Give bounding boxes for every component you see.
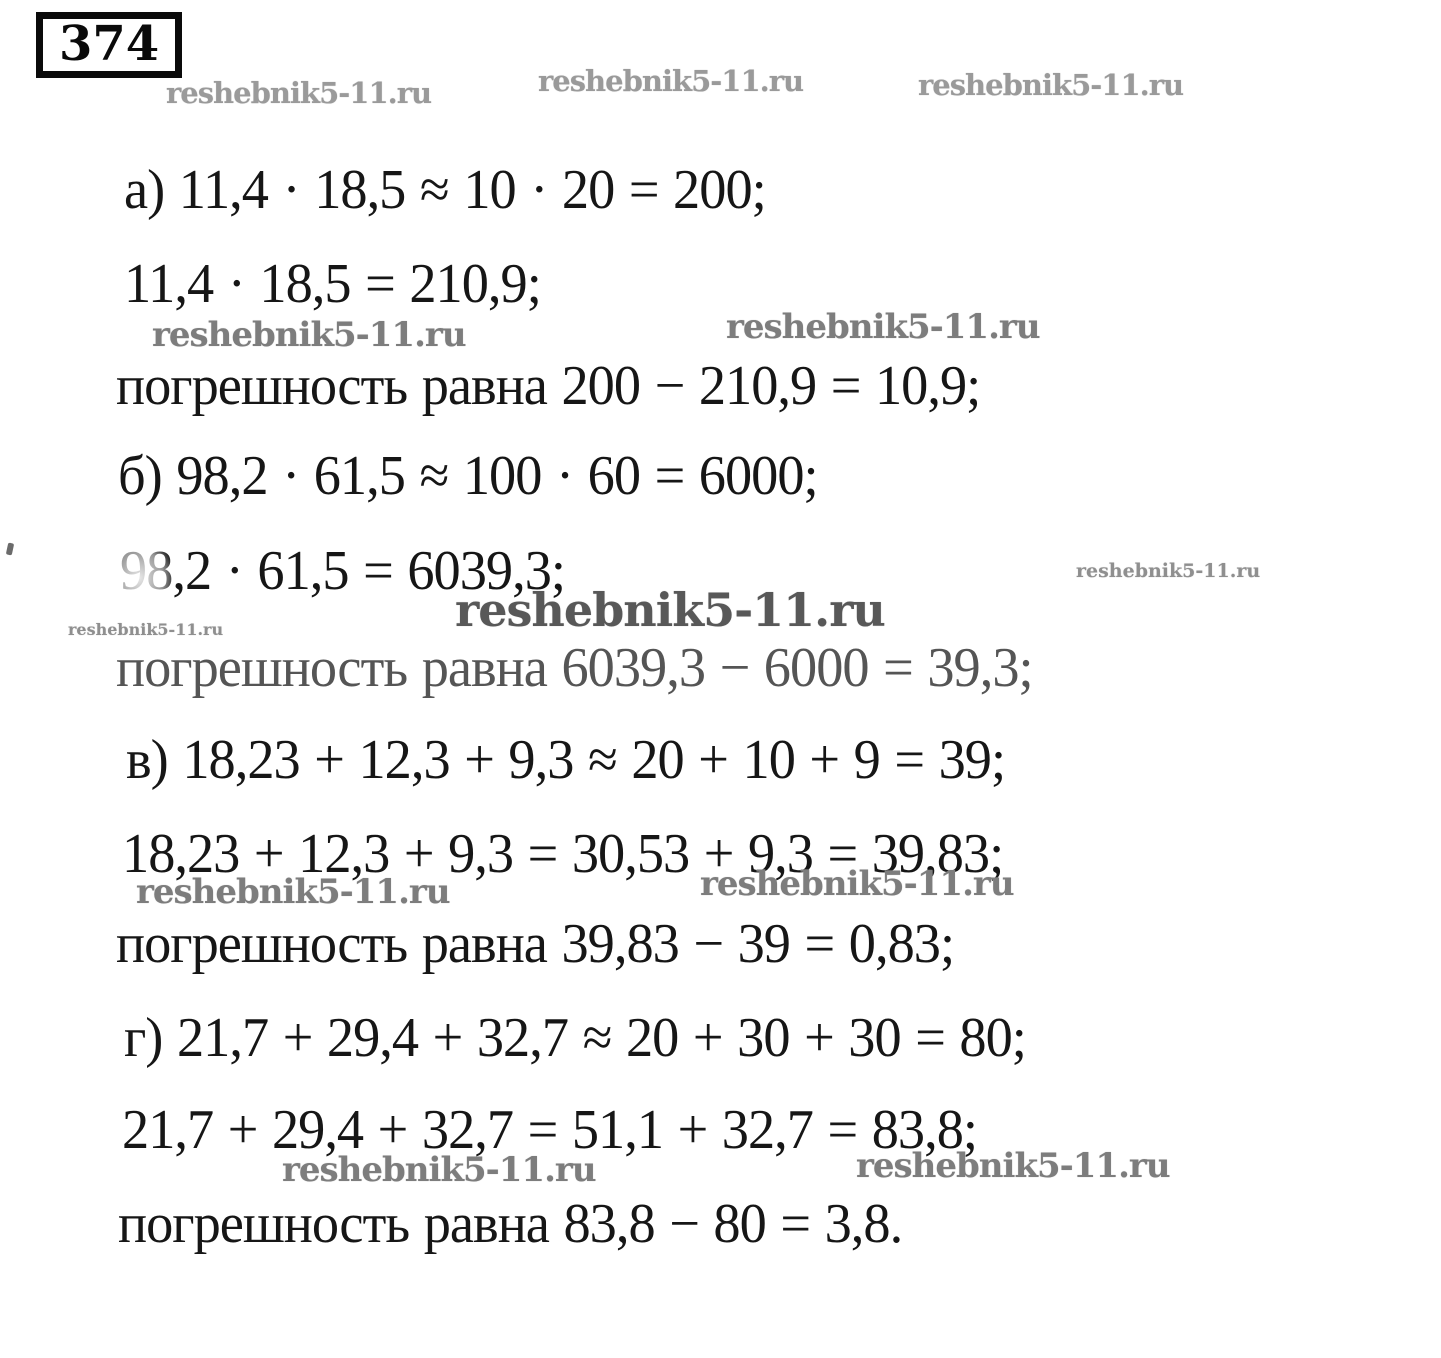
solution-line-a-exact: 11,4 · 18,5 = 210,9; (124, 253, 542, 315)
problem-number: 374 (59, 16, 160, 72)
solution-line-a-estimate: а) 11,4 · 18,5 ≈ 10 · 20 = 200; (124, 159, 767, 221)
problem-number-box: 374 (36, 12, 183, 78)
solution-line-b-error: погрешность равна 6039,3 − 6000 = 39,3; (116, 637, 1034, 699)
solution-line-g-exact: 21,7 + 29,4 + 32,7 = 51,1 + 32,7 = 83,8; (122, 1099, 978, 1161)
solution-line-g-estimate: г) 21,7 + 29,4 + 32,7 ≈ 20 + 30 + 30 = 8… (124, 1007, 1027, 1069)
solution-line-a-error: погрешность равна 200 − 210,9 = 10,9; (116, 355, 981, 417)
watermark: reshebnik5-11.ru (166, 76, 432, 110)
watermark: reshebnik5-11.ru (282, 1150, 597, 1190)
watermark: reshebnik5-11.ru (856, 1146, 1171, 1186)
watermark: reshebnik5-11.ru (918, 68, 1184, 102)
watermark: reshebnik5-11.ru (68, 620, 224, 639)
watermark: reshebnik5-11.ru (1076, 560, 1261, 582)
scan-speck (5, 542, 15, 556)
solution-line-b-estimate: б) 98,2 · 61,5 ≈ 100 · 60 = 6000; (118, 445, 819, 507)
watermark: reshebnik5-11.ru (538, 64, 804, 98)
solution-line-b-exact: 98,2 · 61,5 = 6039,3; (120, 540, 566, 602)
solution-line-v-exact: 18,23 + 12,3 + 9,3 = 30,53 + 9,3 = 39,83… (122, 823, 1004, 885)
watermark: reshebnik5-11.ru (455, 583, 886, 637)
solution-line-v-estimate: в) 18,23 + 12,3 + 9,3 ≈ 20 + 10 + 9 = 39… (126, 729, 1006, 791)
watermark: reshebnik5-11.ru (136, 872, 451, 912)
scan-fade-artifact (1140, 718, 1250, 813)
solution-line-g-error: погрешность равна 83,8 − 80 = 3,8. (118, 1193, 903, 1255)
watermark: reshebnik5-11.ru (700, 864, 1015, 904)
watermark: reshebnik5-11.ru (726, 307, 1041, 347)
watermark: reshebnik5-11.ru (152, 315, 467, 355)
solution-line-v-error: погрешность равна 39,83 − 39 = 0,83; (116, 913, 955, 975)
